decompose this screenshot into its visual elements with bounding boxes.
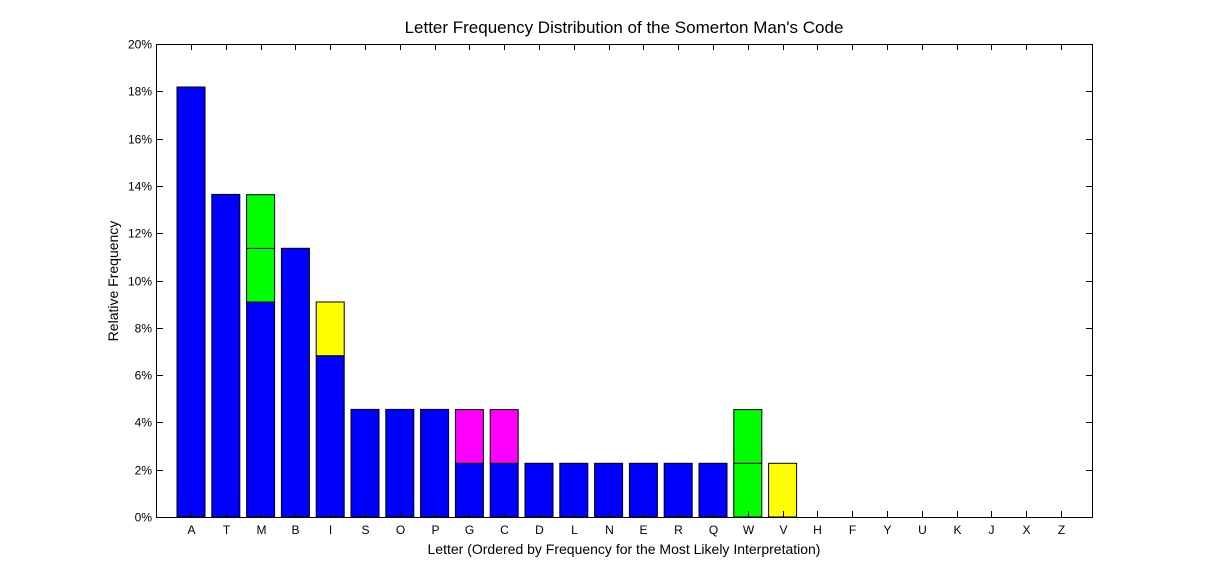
y-tick-label: 6% [135,369,153,383]
plot-frame [156,44,1093,518]
x-tick-label-C: C [500,523,509,537]
bar-Q-segment-0 [698,462,728,518]
x-tick-label-A: A [187,523,195,537]
x-tick-label-R: R [674,523,683,537]
y-tick-label: 8% [135,322,153,336]
y-tick-label: 20% [128,38,152,52]
bar-P-segment-0 [420,408,450,518]
x-tick-label-F: F [849,523,856,537]
bar-A-segment-0 [176,86,206,518]
x-tick-label-X: X [1022,523,1030,537]
bar-E-segment-0 [628,462,658,518]
bar-M-segment-1 [246,247,276,303]
bar-R-segment-0 [663,462,693,518]
x-tick-label-J: J [989,523,995,537]
x-tick-label-M: M [257,523,267,537]
bar-W-segment-2 [733,409,763,464]
y-tick-label: 2% [135,464,153,478]
bar-G-segment-0 [454,462,484,518]
x-tick-label-O: O [396,523,405,537]
bars-group [176,86,798,518]
x-tick-label-W: W [743,523,755,537]
y-tick-label: 4% [135,416,153,430]
bar-B-segment-0 [280,247,310,518]
x-tick-label-I: I [329,523,332,537]
y-tick-label: 10% [128,275,152,289]
y-axis-label: Relative Frequency [105,221,121,342]
x-tick-label-Z: Z [1058,523,1065,537]
bar-D-segment-0 [524,462,554,518]
x-tick-label-K: K [953,523,961,537]
x-tick-label-E: E [639,523,647,537]
bar-C-segment-4 [489,409,519,464]
x-tick-label-N: N [605,523,614,537]
bar-V-segment-3 [768,462,798,518]
bar-C-segment-0 [489,462,519,518]
x-tick-label-Q: Q [709,523,718,537]
y-tick-label: 12% [128,227,152,241]
bar-I-segment-3 [315,301,345,357]
bar-L-segment-0 [559,462,589,518]
x-tick-label-U: U [918,523,927,537]
bar-N-segment-0 [594,462,624,518]
bar-W-segment-1 [733,462,763,518]
bar-I-segment-0 [315,355,345,518]
x-tick-label-T: T [223,523,231,537]
x-tick-label-P: P [431,523,439,537]
y-tick-label: 14% [128,180,152,194]
y-tick-label: 16% [128,133,152,147]
y-tick-label: 18% [128,85,152,99]
x-tick-label-Y: Y [883,523,891,537]
y-tick-label: 0% [135,511,153,525]
x-tick-label-D: D [535,523,544,537]
bar-M-segment-0 [246,301,276,518]
x-tick-label-L: L [571,523,578,537]
x-tick-label-B: B [291,523,299,537]
bar-G-segment-4 [454,409,484,464]
bar-O-segment-0 [385,408,415,518]
x-tick-label-G: G [465,523,474,537]
chart-title: Letter Frequency Distribution of the Som… [405,18,844,37]
bar-T-segment-0 [211,193,241,518]
x-tick-label-V: V [779,523,787,537]
x-axis-label: Letter (Ordered by Frequency for the Mos… [428,541,821,557]
bar-M-segment-2 [246,194,276,249]
y-axis: 0% 2% 4% 6% 8% 10% 12% 14% 16% 18% 20% [128,38,1092,525]
bar-S-segment-0 [350,408,380,518]
x-tick-label-S: S [361,523,369,537]
x-tick-label-H: H [813,523,822,537]
